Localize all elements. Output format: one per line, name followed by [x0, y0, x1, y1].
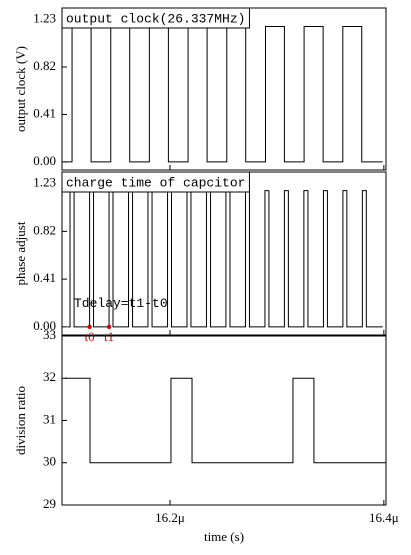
x-axis-label: time (s): [204, 529, 244, 544]
x-tick-label: 16.2μ: [155, 510, 185, 525]
y-tick-label: 0.00: [33, 153, 56, 168]
y-tick-label: 1.23: [33, 175, 56, 190]
y-tick-label: 0.41: [33, 270, 56, 285]
y-tick-label: 0.82: [33, 58, 56, 73]
y-axis-label: division ratio: [13, 386, 28, 455]
y-axis-label: phase adjust: [13, 221, 28, 285]
x-tick-label: 16.4μ: [369, 510, 399, 525]
signal-line: [64, 26, 383, 163]
panel-title: output clock(26.337MHz): [66, 11, 245, 26]
y-tick-label: 0.41: [33, 105, 56, 120]
y-tick-label: 1.23: [33, 11, 56, 26]
annotation: Tdelay=t1-t0: [74, 296, 168, 311]
y-tick-label: 33: [43, 327, 56, 342]
signal-line: [65, 377, 386, 464]
panel-title: charge time of capcitor: [66, 175, 245, 190]
y-tick-label: 31: [43, 411, 56, 426]
marker: [106, 324, 112, 330]
title-box: [61, 171, 250, 193]
marker: [87, 324, 92, 330]
title-box: [61, 7, 250, 29]
y-tick-label: 0.00: [33, 318, 56, 333]
y-tick-label: 32: [43, 369, 56, 384]
y-tick-label: 29: [43, 496, 56, 511]
y-axis-label: output clock (V): [13, 46, 28, 132]
plot-frame: [61, 335, 387, 506]
y-tick-label: 0.82: [33, 222, 56, 237]
y-tick-label: 30: [43, 454, 56, 469]
